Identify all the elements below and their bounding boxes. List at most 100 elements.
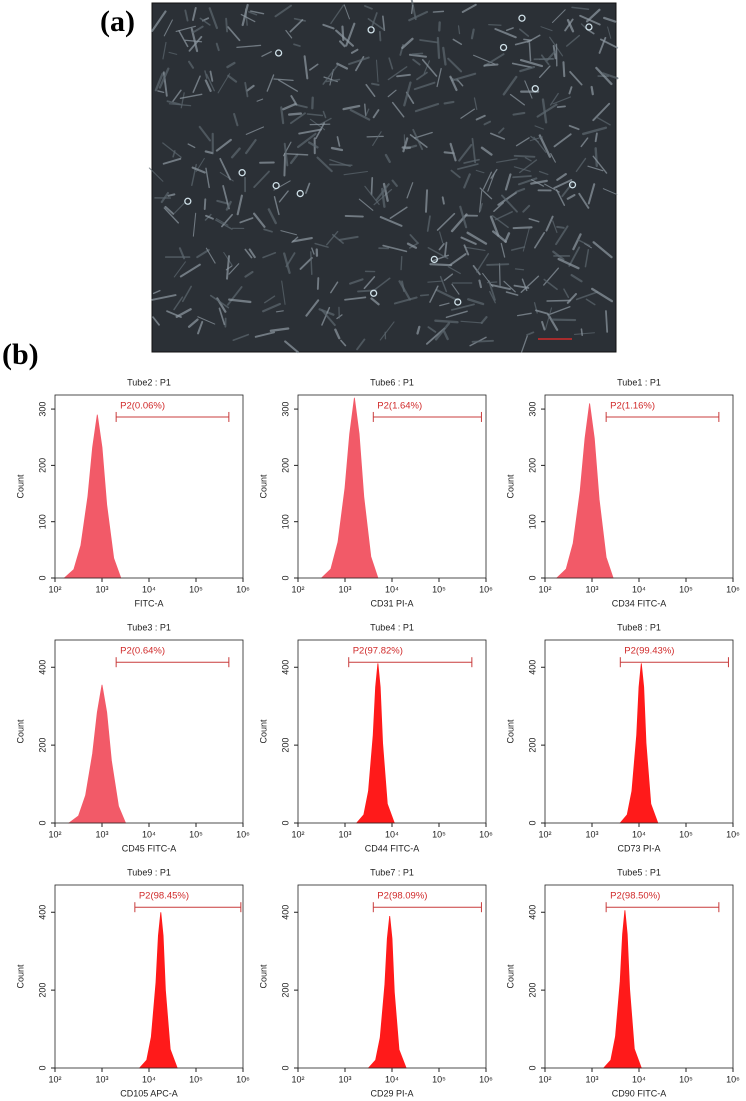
cell: [230, 147, 241, 159]
cell: [316, 156, 333, 173]
cell: [343, 170, 368, 176]
cell: [563, 288, 570, 299]
cell: [566, 34, 581, 47]
cell: [152, 289, 161, 295]
round-cell: [430, 255, 438, 264]
cell: [546, 299, 572, 302]
cell: [197, 320, 204, 335]
cell: [436, 36, 441, 59]
round-cell: [367, 26, 375, 34]
cell: [467, 298, 485, 306]
cell: [466, 231, 488, 245]
cell: [411, 52, 424, 56]
cell: [541, 320, 546, 331]
cell: [244, 248, 253, 259]
cell: [172, 89, 182, 102]
cell: [478, 279, 482, 289]
histogram-area: [320, 397, 379, 579]
cell: [483, 53, 505, 68]
cell: [605, 310, 609, 333]
cell: [384, 153, 391, 163]
gate-label: P2(98.09%): [377, 891, 427, 902]
cell: [587, 165, 604, 172]
cell: [371, 82, 380, 86]
y-axis-label: Count: [15, 964, 25, 989]
x-tick-label: 10⁶: [479, 1074, 493, 1084]
cell: [208, 7, 219, 30]
cell: [412, 58, 421, 66]
histogram-area: [63, 414, 122, 579]
round-cell: [531, 85, 539, 93]
x-tick-label: 10⁴: [632, 584, 646, 594]
cell: [497, 191, 518, 206]
cell: [592, 241, 613, 259]
y-tick-label: 200: [527, 458, 537, 473]
cell: [178, 247, 186, 260]
x-tick-label: 10⁶: [236, 1074, 250, 1084]
cell: [590, 85, 594, 96]
cell: [510, 246, 526, 251]
cell: [516, 312, 532, 317]
cell: [215, 42, 220, 52]
cell: [325, 230, 339, 246]
cell: [285, 29, 293, 39]
plot-frame: [297, 884, 487, 1069]
cell: [496, 158, 518, 163]
plot-frame: [54, 394, 244, 579]
cell: [228, 263, 240, 275]
cell: [512, 226, 533, 230]
y-tick-label: 400: [527, 905, 537, 920]
cell: [343, 4, 350, 20]
cell: [332, 233, 344, 244]
cell: [519, 159, 538, 174]
y-tick-label: 400: [37, 905, 47, 920]
cell: [197, 316, 216, 325]
cell: [529, 136, 544, 142]
cell: [429, 263, 453, 267]
histogram-area: [138, 912, 178, 1069]
x-tick-label: 10⁶: [726, 829, 740, 839]
x-tick-label: 10⁶: [479, 829, 493, 839]
cell: [166, 310, 182, 318]
cell: [148, 167, 164, 182]
panel-label: (b): [2, 338, 39, 371]
cell: [406, 182, 414, 199]
cell: [285, 252, 296, 268]
cell: [344, 214, 364, 218]
cell: [275, 310, 284, 313]
cell: [449, 142, 457, 162]
cell: [535, 309, 549, 315]
cell: [314, 242, 329, 248]
y-axis-label: Count: [258, 719, 268, 744]
cell: [205, 167, 210, 189]
cell: [553, 133, 572, 148]
cell: [580, 137, 589, 148]
chart-title: Tube7 : P1: [370, 867, 414, 877]
cell: [371, 12, 378, 27]
y-tick-label: 200: [280, 458, 290, 473]
cell: [322, 64, 339, 85]
x-axis-label: CD90 FITC-A: [612, 1088, 667, 1098]
cell: [221, 213, 233, 228]
cell: [442, 330, 449, 341]
cell: [228, 298, 252, 304]
round-cell: [274, 49, 283, 57]
x-axis-label: CD31 PI-A: [370, 598, 413, 608]
cell: [533, 136, 547, 153]
cell: [515, 137, 530, 147]
cell: [547, 313, 559, 331]
x-tick-label: 10³: [338, 584, 351, 594]
chart-title: Tube3 : P1: [127, 622, 171, 632]
cell: [283, 152, 287, 177]
cell: [382, 244, 408, 253]
cell: [482, 272, 494, 288]
cell: [544, 183, 560, 193]
cell: [233, 113, 239, 127]
cell: [519, 65, 536, 73]
cell: [463, 173, 471, 189]
cell: [513, 166, 531, 172]
cell: [267, 208, 277, 225]
cell: [203, 198, 207, 210]
cell: [226, 61, 236, 69]
cell: [494, 211, 513, 221]
